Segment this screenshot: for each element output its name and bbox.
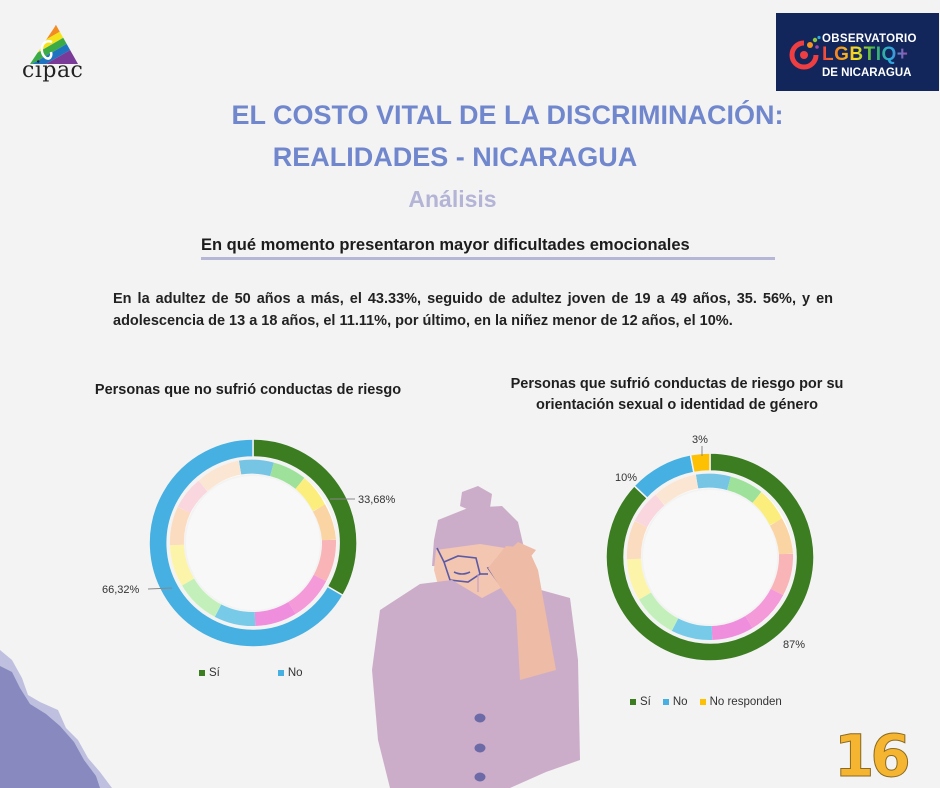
chart2-legend: Sí No No responden [630,696,782,708]
chart2-label-si: 87% [783,639,805,651]
cipac-logo-icon [30,25,78,64]
legend-item-si: Sí [630,696,651,708]
woman-illustration-icon [372,486,580,788]
cipac-logo-text: cipac [22,58,84,83]
legend-swatch-no-responden [699,699,706,705]
chart2-outer-ring [605,452,815,662]
chart1-legend: Sí No [199,667,303,679]
chart1-inner-ring [169,459,337,627]
legend-item-no-responden: No responden [699,696,782,708]
observatorio-logo-icon [789,35,821,70]
legend-swatch-no [277,670,284,676]
legend-item-no: No [662,696,688,708]
observatorio-logo-line2: LGBTIQ+ [822,44,909,65]
chart1-donut: 33,68% 66,32% [102,438,396,648]
decorative-blob [0,650,112,788]
legend-label: No responden [709,696,782,708]
page-title-line2: REALIDADES - NICARAGUA [272,142,638,172]
page-number: 16 [834,722,912,788]
observatorio-logo: OBSERVATORIO LGBTIQ+ DE NICARAGUA [776,13,939,91]
legend-swatch-si [199,670,205,676]
legend-swatch-si [630,699,636,705]
chart2-donut: 3% 10% 87% [605,434,815,662]
legend-swatch-no [662,699,669,705]
legend-label: Sí [640,696,651,708]
chart2-title: Personas que sufrió conductas de riesgo … [510,376,844,413]
legend-label: No [672,696,688,708]
chart2-label-no: 10% [615,472,637,484]
observatorio-logo-line3: DE NICARAGUA [822,67,912,79]
chart2-label-no-responden: 3% [692,434,708,446]
chart2-inner-ring [626,473,794,641]
legend-label: Sí [209,667,220,679]
observatorio-logo-line1: OBSERVATORIO [822,33,917,45]
chart1-outer-ring [148,438,358,648]
legend-item-no: No [277,667,303,679]
subtitle: En qué momento presentaron mayor dificul… [201,236,775,260]
chart1-label-si: 33,68% [358,494,396,506]
legend-item-si: Sí [199,667,220,679]
page-title-line1: EL COSTO VITAL DE LA DISCRIMINACIÓN: [231,100,784,130]
chart1-title: Personas que no sufrió conductas de ries… [94,382,402,398]
section-heading: Análisis [408,186,497,212]
legend-label: No [287,667,303,679]
chart1-label-no: 66,32% [102,584,140,596]
analysis-paragraph: En la adultez de 50 años a más, el 43.33… [113,291,833,329]
